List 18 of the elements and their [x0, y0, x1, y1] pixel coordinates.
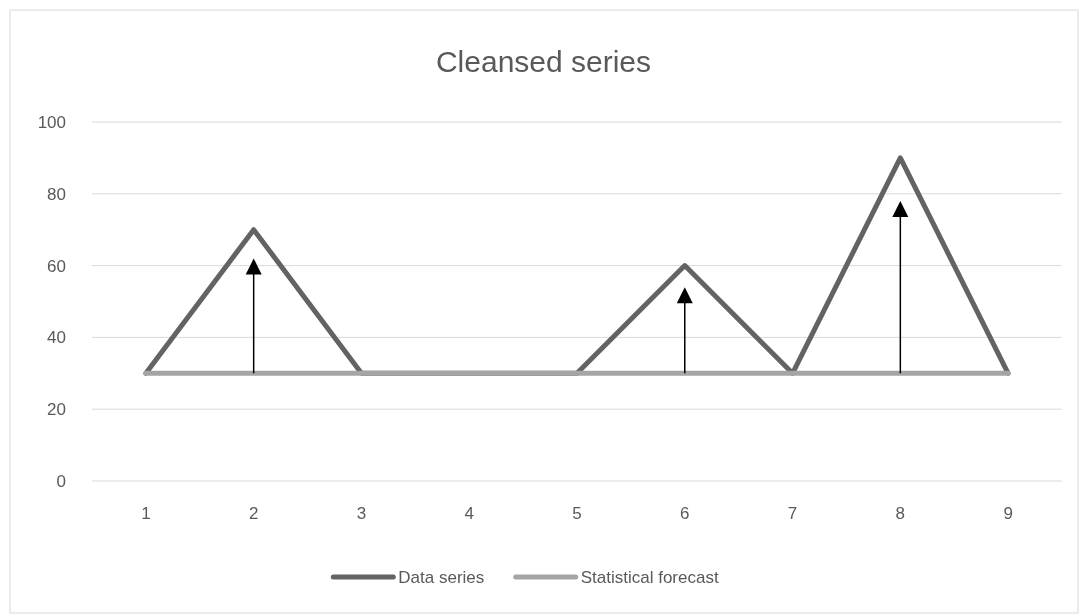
x-tick-label: 1 — [141, 504, 151, 523]
legend-label: Statistical forecast — [580, 567, 719, 587]
x-tick-label: 9 — [1003, 504, 1013, 523]
x-tick-label: 5 — [572, 504, 582, 523]
y-tick-label: 40 — [47, 328, 66, 348]
y-tick-label: 0 — [56, 471, 66, 491]
y-tick-label: 60 — [47, 256, 66, 276]
x-tick-label: 3 — [356, 504, 367, 523]
legend-label: Data series — [398, 567, 485, 587]
chart-title: Cleansed series — [435, 45, 652, 78]
y-tick-label: 80 — [47, 184, 66, 204]
x-tick-label: 2 — [248, 504, 259, 523]
x-tick-label: 7 — [787, 504, 798, 523]
x-tick-label: 8 — [895, 504, 906, 523]
x-tick-label: 4 — [464, 504, 474, 523]
y-tick-label: 20 — [47, 400, 66, 420]
y-tick-label: 100 — [37, 112, 66, 132]
x-tick-label: 6 — [680, 504, 690, 523]
